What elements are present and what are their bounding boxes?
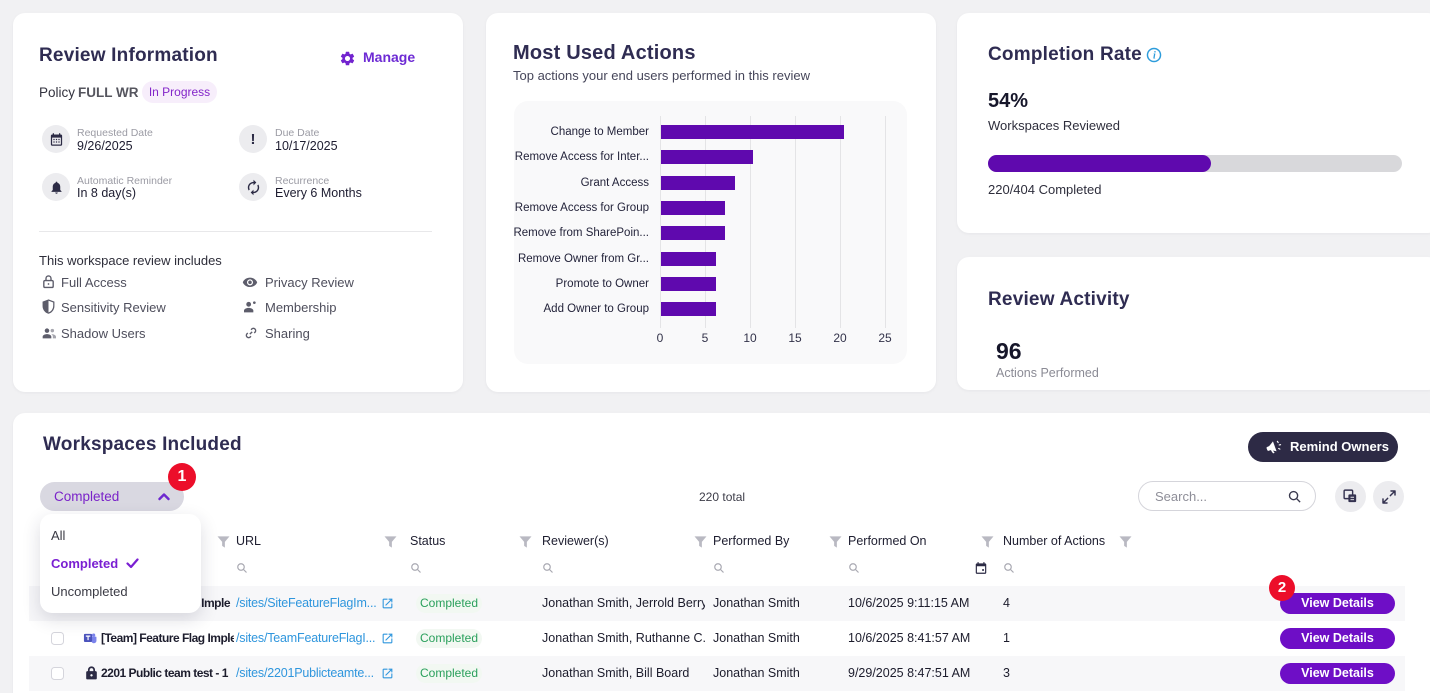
svg-text:i: i — [1153, 51, 1156, 62]
